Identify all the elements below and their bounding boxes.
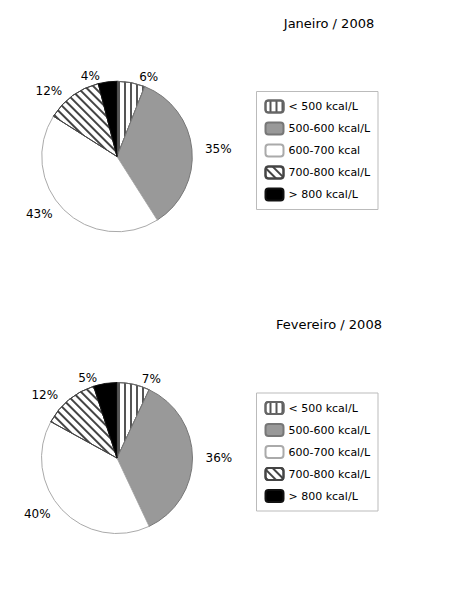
svg-text:43%: 43%: [26, 207, 53, 221]
svg-text:12%: 12%: [36, 84, 63, 98]
svg-text:> 800 kcal/L: > 800 kcal/L: [289, 490, 359, 503]
svg-text:< 500 kcal/L: < 500 kcal/L: [289, 402, 359, 415]
svg-text:4%: 4%: [81, 69, 100, 83]
svg-text:700-800 kcal/L: 700-800 kcal/L: [289, 468, 371, 481]
svg-text:500-600 kcal/L: 500-600 kcal/L: [289, 424, 371, 437]
svg-text:12%: 12%: [31, 388, 58, 402]
svg-text:36%: 36%: [206, 451, 233, 465]
svg-text:5%: 5%: [78, 371, 97, 385]
svg-text:500-600 kcal/L: 500-600 kcal/L: [289, 122, 371, 135]
svg-text:7%: 7%: [142, 372, 161, 386]
svg-text:Fevereiro / 2008: Fevereiro / 2008: [276, 317, 382, 332]
svg-text:600-700 kcal: 600-700 kcal: [289, 144, 361, 157]
svg-text:> 800 kcal/L: > 800 kcal/L: [289, 188, 359, 201]
svg-text:Janeiro / 2008: Janeiro / 2008: [283, 16, 374, 31]
svg-text:35%: 35%: [205, 142, 232, 156]
svg-text:700-800 kcal/L: 700-800 kcal/L: [289, 166, 371, 179]
svg-text:40%: 40%: [24, 507, 51, 521]
svg-text:6%: 6%: [139, 70, 158, 84]
svg-text:600-700 kcal/L: 600-700 kcal/L: [289, 446, 371, 459]
svg-text:< 500 kcal/L: < 500 kcal/L: [289, 100, 359, 113]
